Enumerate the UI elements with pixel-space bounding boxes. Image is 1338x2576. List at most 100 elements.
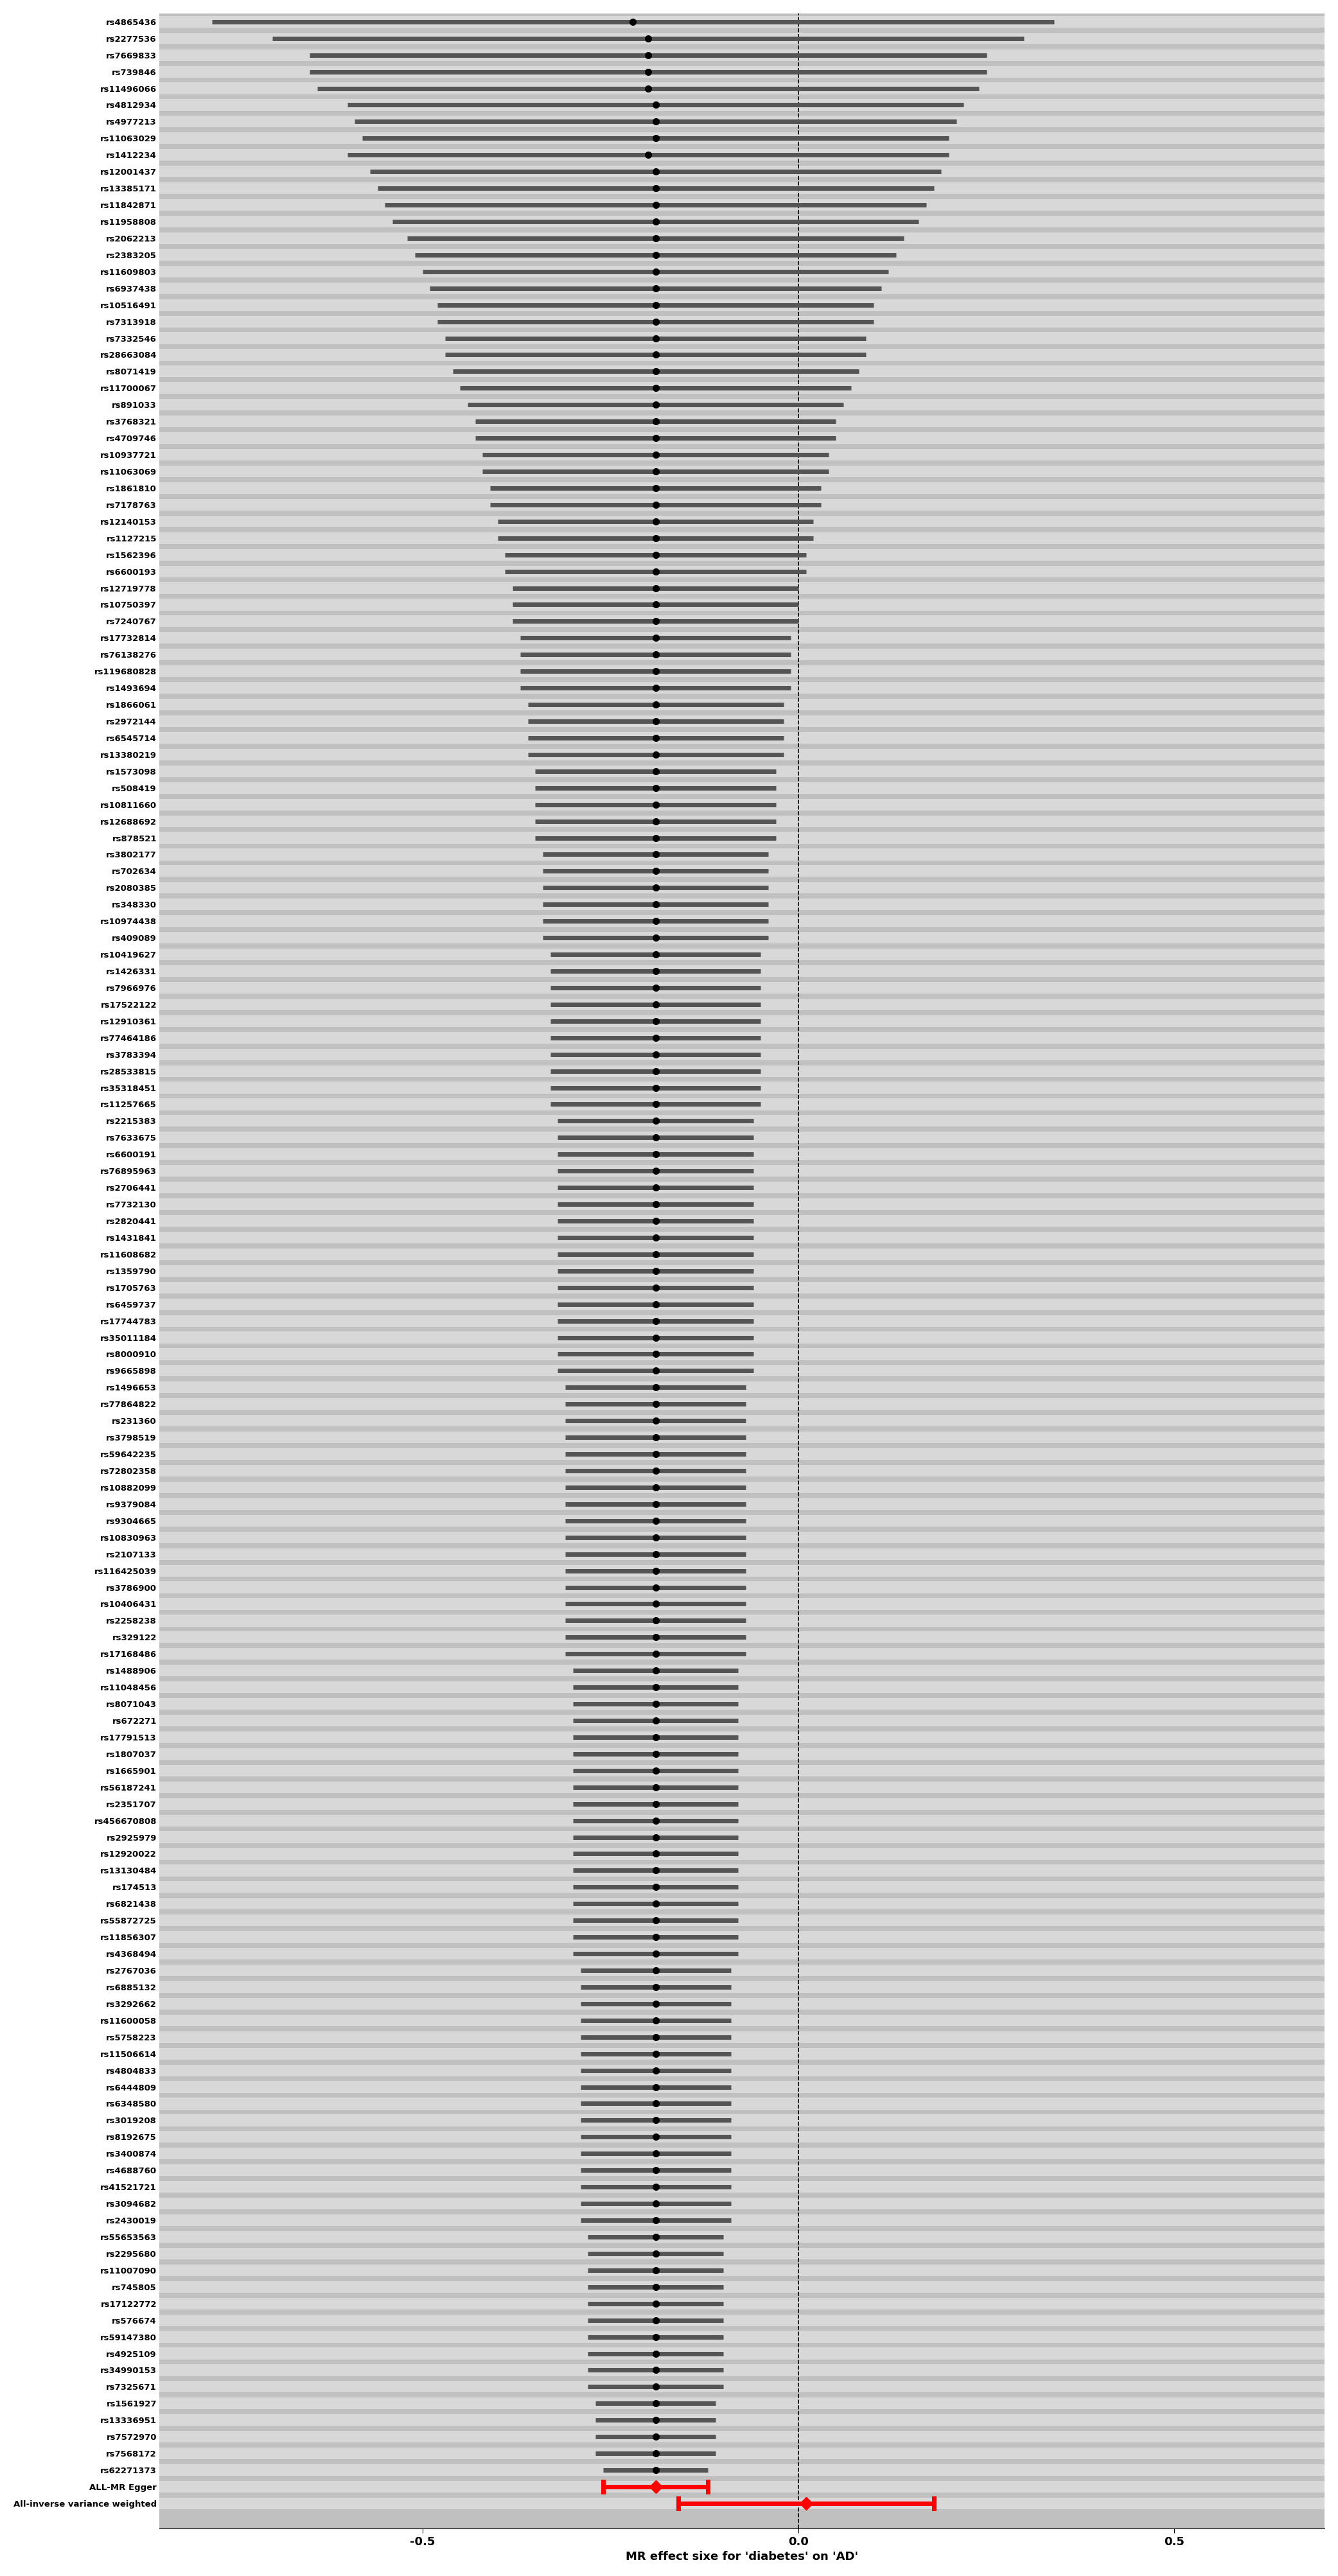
Bar xyxy=(159,1981,1325,1994)
Bar xyxy=(159,1432,1325,1443)
Bar xyxy=(159,1097,1325,1110)
Bar xyxy=(159,567,1325,577)
Bar xyxy=(159,283,1325,294)
Bar xyxy=(159,1499,1325,1510)
Bar xyxy=(159,1265,1325,1278)
Bar xyxy=(159,698,1325,711)
Bar xyxy=(159,549,1325,562)
Bar xyxy=(159,415,1325,428)
Bar xyxy=(159,515,1325,528)
Bar xyxy=(159,1597,1325,1610)
Bar xyxy=(159,33,1325,44)
Bar xyxy=(159,2048,1325,2058)
Bar xyxy=(159,1249,1325,1260)
Bar xyxy=(159,750,1325,760)
Bar xyxy=(159,2380,1325,2393)
Bar xyxy=(159,183,1325,193)
Bar xyxy=(159,1814,1325,1826)
Bar xyxy=(159,948,1325,961)
Bar xyxy=(159,765,1325,778)
Bar xyxy=(159,1182,1325,1193)
Bar xyxy=(159,1298,1325,1311)
Bar xyxy=(159,1731,1325,1744)
Bar xyxy=(159,848,1325,860)
Bar xyxy=(159,433,1325,443)
Bar xyxy=(159,299,1325,312)
Bar xyxy=(159,616,1325,626)
Bar xyxy=(159,1448,1325,1461)
Bar xyxy=(159,683,1325,693)
Bar xyxy=(159,933,1325,943)
Bar xyxy=(159,1865,1325,1875)
Bar xyxy=(159,265,1325,278)
Bar xyxy=(159,1131,1325,1144)
Bar xyxy=(159,2081,1325,2092)
Bar xyxy=(159,482,1325,495)
Bar xyxy=(159,2499,1325,2509)
Bar xyxy=(159,2164,1325,2177)
Bar xyxy=(159,783,1325,793)
Bar xyxy=(159,981,1325,994)
Bar xyxy=(159,1033,1325,1043)
Bar xyxy=(159,2148,1325,2159)
Bar xyxy=(159,2313,1325,2326)
Bar xyxy=(159,914,1325,927)
Bar xyxy=(159,899,1325,909)
Bar xyxy=(159,2197,1325,2210)
Bar xyxy=(159,2481,1325,2494)
Bar xyxy=(159,2182,1325,2192)
Bar xyxy=(159,2447,1325,2460)
Bar xyxy=(159,232,1325,245)
Bar xyxy=(159,817,1325,827)
Bar xyxy=(159,67,1325,77)
Bar xyxy=(159,1365,1325,1376)
Bar xyxy=(159,1914,1325,1927)
Bar xyxy=(159,2432,1325,2442)
Bar xyxy=(159,716,1325,726)
Bar xyxy=(159,332,1325,345)
X-axis label: MR effect sixe for 'diabetes' on 'AD': MR effect sixe for 'diabetes' on 'AD' xyxy=(626,2550,858,2563)
Bar xyxy=(159,631,1325,644)
Bar xyxy=(159,2097,1325,2110)
Bar xyxy=(159,1765,1325,1777)
Bar xyxy=(159,582,1325,595)
Bar xyxy=(159,1399,1325,1409)
Bar xyxy=(159,116,1325,126)
Bar xyxy=(159,1548,1325,1561)
Bar xyxy=(159,1115,1325,1126)
Bar xyxy=(159,2063,1325,2076)
Bar xyxy=(159,665,1325,677)
Bar xyxy=(159,2215,1325,2226)
Bar xyxy=(159,1533,1325,1543)
Bar xyxy=(159,1015,1325,1028)
Bar xyxy=(159,2014,1325,2027)
Bar xyxy=(159,1649,1325,1659)
Bar xyxy=(159,1314,1325,1327)
Bar xyxy=(159,1332,1325,1342)
Bar xyxy=(159,1783,1325,1793)
Bar xyxy=(159,165,1325,178)
Bar xyxy=(159,2130,1325,2143)
Bar xyxy=(159,399,1325,410)
Bar xyxy=(159,832,1325,845)
Bar xyxy=(159,1082,1325,1092)
Bar xyxy=(159,1381,1325,1394)
Bar xyxy=(159,881,1325,894)
Bar xyxy=(159,2347,1325,2360)
Bar xyxy=(159,2032,1325,2043)
Bar xyxy=(159,317,1325,327)
Bar xyxy=(159,1283,1325,1293)
Bar xyxy=(159,1698,1325,1710)
Bar xyxy=(159,1716,1325,1726)
Bar xyxy=(159,966,1325,976)
Bar xyxy=(159,649,1325,659)
Bar xyxy=(159,1615,1325,1625)
Bar xyxy=(159,381,1325,394)
Bar xyxy=(159,1932,1325,1942)
Bar xyxy=(159,1582,1325,1592)
Bar xyxy=(159,1048,1325,1061)
Bar xyxy=(159,1847,1325,1860)
Bar xyxy=(159,1631,1325,1643)
Bar xyxy=(159,1216,1325,1226)
Bar xyxy=(159,1515,1325,1528)
